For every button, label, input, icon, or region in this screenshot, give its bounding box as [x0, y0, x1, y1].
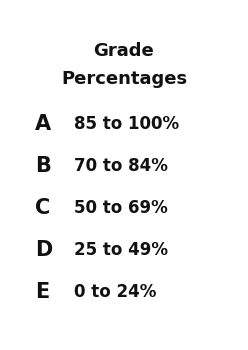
Text: Grade: Grade — [94, 42, 154, 60]
Text: A: A — [35, 114, 51, 134]
Text: 0 to 24%: 0 to 24% — [74, 283, 157, 301]
Text: 85 to 100%: 85 to 100% — [74, 115, 180, 133]
Text: 70 to 84%: 70 to 84% — [74, 157, 168, 175]
Text: E: E — [35, 282, 49, 302]
Text: Percentages: Percentages — [61, 70, 187, 88]
Text: C: C — [35, 198, 50, 218]
Text: 50 to 69%: 50 to 69% — [74, 199, 168, 217]
Text: B: B — [35, 156, 51, 176]
Text: D: D — [35, 240, 52, 260]
Text: 25 to 49%: 25 to 49% — [74, 241, 168, 259]
